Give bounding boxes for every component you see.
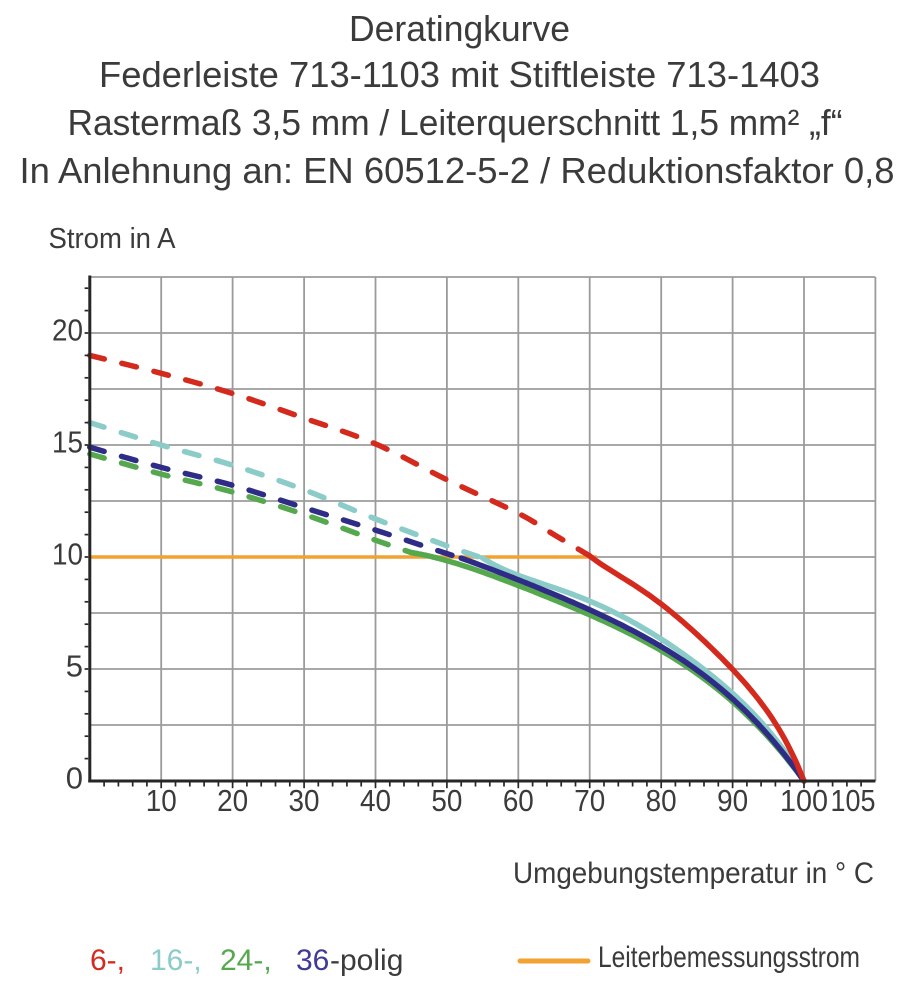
svg-text:Strom in A: Strom in A xyxy=(49,223,177,255)
svg-text:10: 10 xyxy=(146,783,177,818)
svg-text:16-,: 16-, xyxy=(150,944,202,977)
svg-text:Leiterbemessungsstrom: Leiterbemessungsstrom xyxy=(598,941,860,974)
svg-text:90: 90 xyxy=(717,783,748,818)
svg-text:In Anlehnung an: EN 60512-5-2: In Anlehnung an: EN 60512-5-2 / Reduktio… xyxy=(20,150,895,191)
svg-text:0: 0 xyxy=(66,761,83,796)
svg-text:6-,: 6-, xyxy=(90,944,125,977)
svg-text:Rastermaß 3,5 mm / Leiterquers: Rastermaß 3,5 mm / Leiterquerschnitt 1,5… xyxy=(68,102,843,143)
svg-text:100: 100 xyxy=(780,783,828,818)
svg-text:-polig: -polig xyxy=(330,944,403,977)
svg-text:36: 36 xyxy=(296,944,329,977)
svg-text:50: 50 xyxy=(431,783,462,818)
svg-text:Federleiste 713-1103 mit Stift: Federleiste 713-1103 mit Stiftleiste 713… xyxy=(99,54,820,95)
svg-text:20: 20 xyxy=(52,313,83,348)
svg-text:Umgebungstemperatur in ° C: Umgebungstemperatur in ° C xyxy=(513,857,874,890)
svg-text:60: 60 xyxy=(503,783,534,818)
svg-text:80: 80 xyxy=(646,783,677,818)
svg-text:40: 40 xyxy=(360,783,391,818)
svg-text:10: 10 xyxy=(52,537,83,572)
svg-text:Deratingkurve: Deratingkurve xyxy=(349,8,570,49)
svg-text:30: 30 xyxy=(289,783,320,818)
svg-text:105: 105 xyxy=(831,783,876,818)
svg-text:20: 20 xyxy=(217,783,248,818)
svg-text:5: 5 xyxy=(66,649,83,684)
svg-text:70: 70 xyxy=(574,783,605,818)
svg-text:15: 15 xyxy=(52,425,83,460)
svg-text:24-,: 24-, xyxy=(220,944,272,977)
